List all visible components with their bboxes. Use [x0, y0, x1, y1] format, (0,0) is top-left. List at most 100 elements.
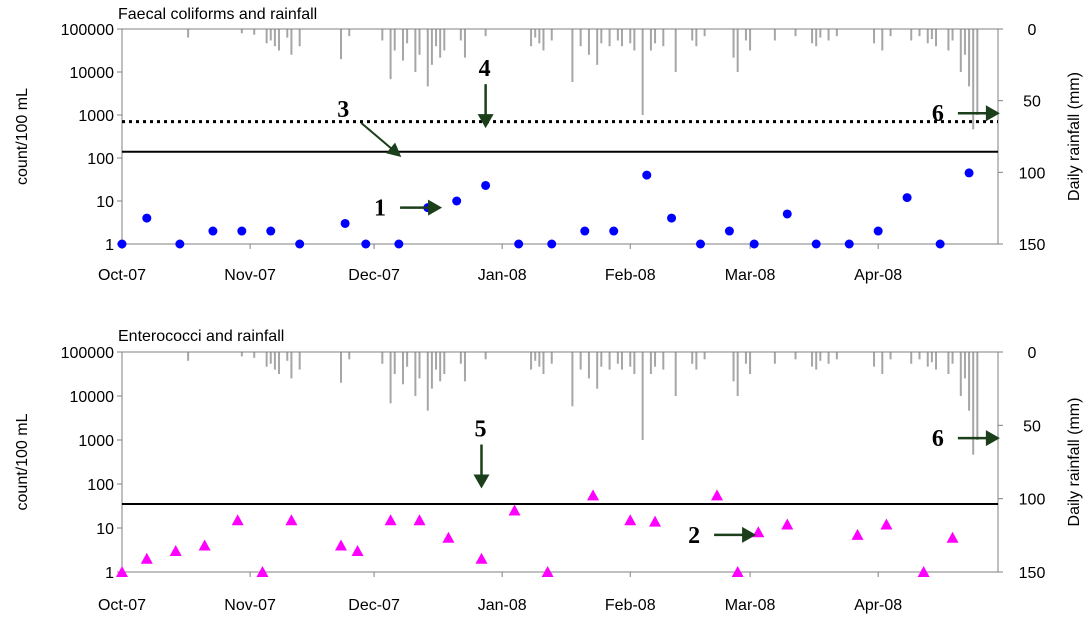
data-point [749, 239, 759, 249]
x-tick-label: Jan-08 [478, 597, 527, 614]
y-tick-label: 1000 [78, 108, 114, 125]
data-point [609, 226, 619, 236]
data-point [256, 566, 269, 577]
annotation-label: 2 [688, 523, 700, 549]
data-point [117, 239, 127, 249]
y-tick-label: 10000 [70, 65, 115, 82]
data-point [902, 193, 912, 203]
chart-title: Faecal coliforms and rainfall [118, 6, 317, 23]
data-point [547, 239, 557, 249]
x-tick-label: Dec-07 [348, 597, 400, 614]
data-point [481, 180, 491, 190]
data-point [811, 239, 821, 249]
arrow-head [985, 105, 1000, 122]
y2-tick-label: 150 [1019, 237, 1046, 254]
data-point [142, 213, 152, 223]
chart-title: Enterococci and rainfall [118, 328, 284, 345]
y2-tick-label: 0 [1028, 345, 1037, 362]
arrow-head [428, 199, 443, 216]
data-point [452, 196, 462, 206]
x-tick-label: Oct-07 [98, 597, 146, 614]
arrow-head [985, 430, 1000, 447]
data-point [208, 226, 218, 236]
x-tick-label: Feb-08 [605, 267, 656, 284]
annotation-5: 5 [473, 417, 490, 489]
x-tick-label: Dec-07 [348, 267, 400, 284]
data-point [724, 226, 734, 236]
y-tick-label: 10 [96, 521, 114, 538]
data-point [624, 514, 637, 526]
data-point [413, 514, 426, 526]
y2-tick-label: 150 [1019, 565, 1046, 582]
arrow-head [477, 114, 494, 129]
x-tick-label: Mar-08 [725, 267, 776, 284]
data-point [335, 539, 347, 551]
annotation-label: 1 [374, 196, 386, 222]
x-tick-label: Jan-08 [478, 267, 527, 284]
data-point [851, 528, 864, 540]
data-point [580, 226, 590, 236]
data-point [475, 552, 488, 564]
annotation-label: 3 [337, 97, 349, 123]
annotation-6: 6 [932, 101, 1000, 127]
data-point [873, 226, 883, 236]
data-point [394, 239, 404, 249]
data-point [782, 209, 792, 219]
y-tick-label: 10000 [70, 389, 115, 406]
data-point [169, 545, 182, 557]
data-point [340, 218, 350, 228]
y-tick-label: 1 [105, 565, 114, 582]
x-tick-label: Mar-08 [725, 597, 776, 614]
data-point [266, 226, 276, 236]
data-point [508, 504, 521, 516]
data-point [285, 514, 298, 526]
y2-tick-label: 50 [1023, 94, 1041, 111]
y-axis-label: count/100 mL [14, 413, 31, 510]
annotation-3: 3 [337, 97, 402, 157]
arrow-head [742, 526, 757, 543]
data-point [351, 545, 364, 557]
data-point [361, 239, 371, 249]
data-point [295, 239, 305, 249]
arrow-head [473, 474, 490, 489]
annotation-1: 1 [374, 196, 443, 222]
y-tick-label: 10 [96, 194, 114, 211]
y2-tick-label: 100 [1019, 165, 1046, 182]
data-point [880, 518, 893, 530]
data-point [711, 489, 724, 501]
data-point [649, 515, 662, 527]
y2-tick-label: 0 [1028, 22, 1037, 39]
data-point [642, 170, 652, 180]
chart-panel-2: Enterococci and rainfall1101001000100001… [14, 328, 1083, 614]
y-tick-label: 100000 [61, 22, 114, 39]
annotation-label: 6 [932, 101, 944, 127]
data-point [175, 239, 185, 249]
x-tick-label: Apr-08 [854, 267, 902, 284]
data-point [946, 531, 959, 543]
data-point [695, 239, 705, 249]
y-tick-label: 100 [87, 477, 114, 494]
annotation-2: 2 [688, 523, 757, 549]
y-tick-label: 1000 [78, 433, 114, 450]
data-point [917, 566, 930, 577]
data-point [116, 566, 128, 577]
data-point [781, 518, 794, 530]
data-point [667, 213, 677, 223]
y2-axis-label: Daily rainfall (mm) [1066, 72, 1083, 201]
chart-panel-1: Faecal coliforms and rainfall11010010001… [14, 6, 1083, 284]
annotation-6: 6 [932, 426, 1000, 452]
y-axis-label: count/100 mL [14, 88, 31, 185]
annotation-arrow [360, 122, 395, 152]
y2-tick-label: 100 [1019, 492, 1046, 509]
data-point [935, 239, 945, 249]
x-tick-label: Oct-07 [98, 267, 146, 284]
data-point [587, 489, 600, 501]
y2-axis-label: Daily rainfall (mm) [1066, 398, 1083, 527]
arrow-head [386, 142, 402, 157]
y-tick-label: 100 [87, 151, 114, 168]
data-point [541, 566, 554, 577]
data-point [514, 239, 524, 249]
y-tick-label: 1 [105, 237, 114, 254]
y2-tick-label: 50 [1023, 418, 1041, 435]
